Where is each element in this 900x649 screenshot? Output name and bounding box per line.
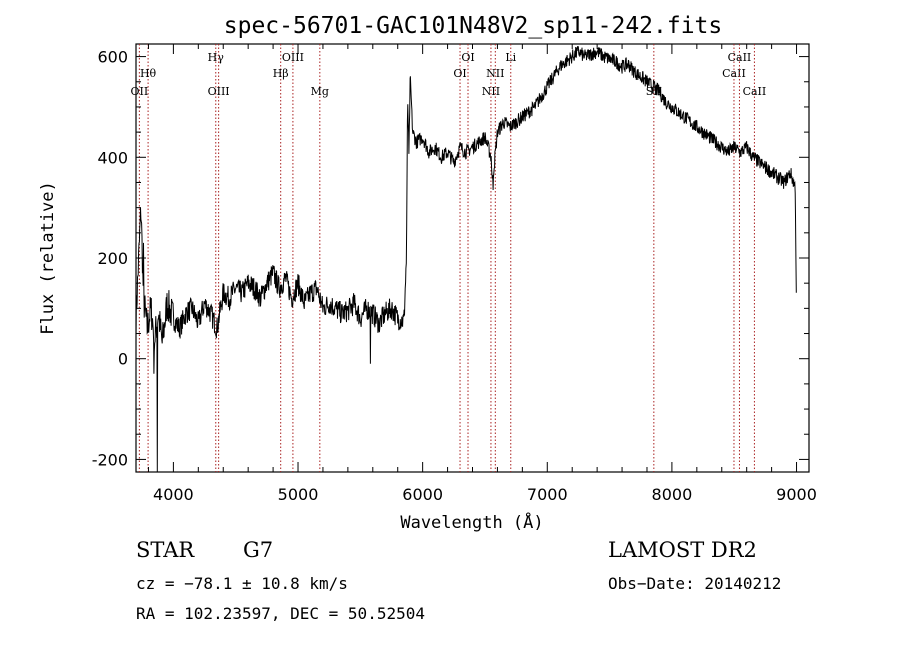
x-tick-label: 5000 [278, 485, 319, 504]
spectral-line-label: OI [461, 51, 474, 64]
object-subclass: G7 [243, 538, 273, 562]
spectral-line-label: OI [453, 67, 466, 80]
spectral-line-label: OIII [208, 85, 230, 98]
object-class: STAR [136, 538, 195, 562]
x-tick-label: 4000 [153, 485, 194, 504]
spectral-line-label: OII [131, 85, 149, 98]
axis-tick-labels: 4000 5000 6000 7000 8000 9000 -200 0 200 400 600 [92, 48, 817, 504]
x-tick-label: 9000 [776, 485, 817, 504]
y-tick-label: 400 [97, 148, 128, 167]
spectrum-series-line [135, 46, 797, 473]
y-tick-label: 600 [97, 48, 128, 67]
y-tick-label: 0 [118, 350, 128, 369]
spectral-line-label: CaII [722, 67, 746, 80]
spectral-line-label: OIII [282, 51, 304, 64]
spectral-line-label: CaII [743, 85, 767, 98]
y-tick-label: -200 [92, 450, 128, 469]
spectral-line-label: NII [482, 85, 500, 98]
x-axis-label: Wavelength (Å) [400, 511, 543, 533]
axis-ticks [136, 44, 809, 472]
survey-name: LAMOST DR2 [608, 538, 757, 562]
spectral-line-label: NII [486, 67, 504, 80]
spectral-line-label: CaII [728, 51, 752, 64]
obs-date: Obs−Date: 20140212 [608, 574, 781, 593]
y-tick-label: 200 [97, 249, 128, 268]
spectral-line-markers: OIIHθHγOIIIHβOIIIMgOIOINIINIILiSIICaIICa… [131, 44, 767, 472]
plot-frame [135, 43, 810, 473]
ra-dec-coordinates: RA = 102.23597, DEC = 50.52504 [136, 604, 425, 623]
x-tick-label: 7000 [527, 485, 568, 504]
spectral-line-label: Hθ [140, 67, 157, 80]
x-tick-label: 8000 [652, 485, 693, 504]
cz-value: cz = −78.1 ± 10.8 km/s [136, 574, 348, 593]
y-axis-label: Flux (relative) [38, 181, 58, 335]
x-tick-label: 6000 [402, 485, 443, 504]
spectral-line-label: Hβ [273, 67, 289, 80]
spectral-line-label: Mg [311, 85, 329, 98]
chart-title: spec-56701-GAC101N48V2_sp11-242.fits [224, 13, 723, 39]
spectral-line-label: Li [505, 51, 516, 64]
spectral-line-label: Hγ [208, 51, 225, 64]
